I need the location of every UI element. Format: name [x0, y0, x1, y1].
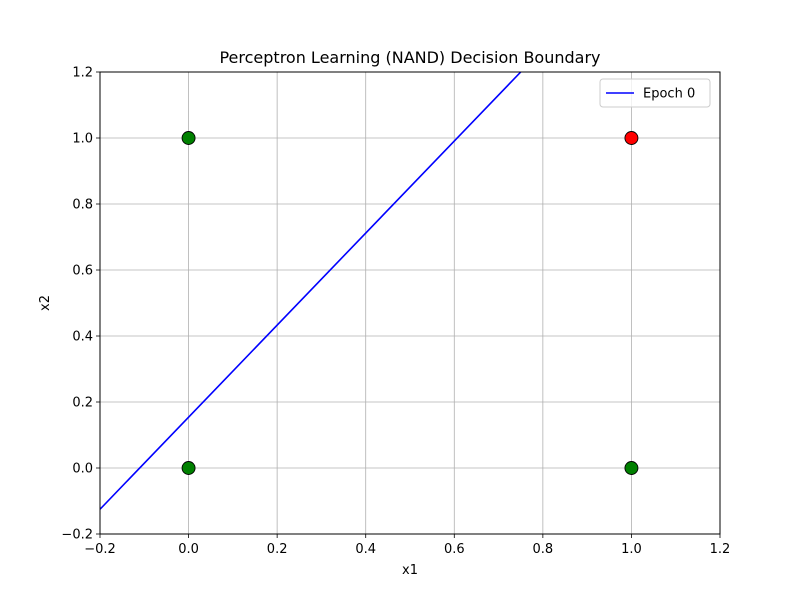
chart-title: Perceptron Learning (NAND) Decision Boun… [219, 48, 600, 67]
x-tick-label: 0.2 [267, 542, 288, 557]
series-lines [99, 71, 522, 510]
decision-boundary-line [99, 71, 522, 510]
legend: Epoch 0 [599, 78, 711, 108]
x-tick-label: 0.8 [533, 542, 554, 557]
x-tick-label: 0.6 [444, 542, 465, 557]
y-tick-label: 0.4 [72, 330, 93, 345]
y-tick-label: −0.2 [61, 528, 93, 543]
axis-ticks: −0.2 0.0 0.2 0.4 0.6 0.8 1.0 1.2 −0.2 0.0 0.2 0.4 0.… [61, 66, 730, 558]
y-axis-label: x2 [38, 295, 53, 311]
x-axis-label: x1 [402, 563, 418, 578]
y-tick-label: 1.2 [72, 66, 93, 81]
plot-frame [99, 71, 721, 535]
y-tick-label: 0.6 [72, 264, 93, 279]
x-tick-label: 1.0 [621, 542, 642, 557]
legend-box [599, 78, 711, 108]
y-tick-label: 0.2 [72, 396, 93, 411]
data-points [181, 131, 639, 475]
legend-label: Epoch 0 [643, 87, 695, 102]
y-tick-label: 0.0 [72, 462, 93, 477]
data-point [624, 131, 639, 145]
data-point [181, 131, 196, 145]
x-tick-label: 0.4 [355, 542, 376, 557]
x-tick-label: 0.0 [178, 542, 199, 557]
data-point [624, 461, 639, 475]
data-point [181, 461, 196, 475]
y-tick-label: 0.8 [72, 198, 93, 213]
y-tick-label: 1.0 [72, 132, 93, 147]
x-tick-label: −0.2 [84, 542, 116, 557]
x-tick-label: 1.2 [710, 542, 731, 557]
